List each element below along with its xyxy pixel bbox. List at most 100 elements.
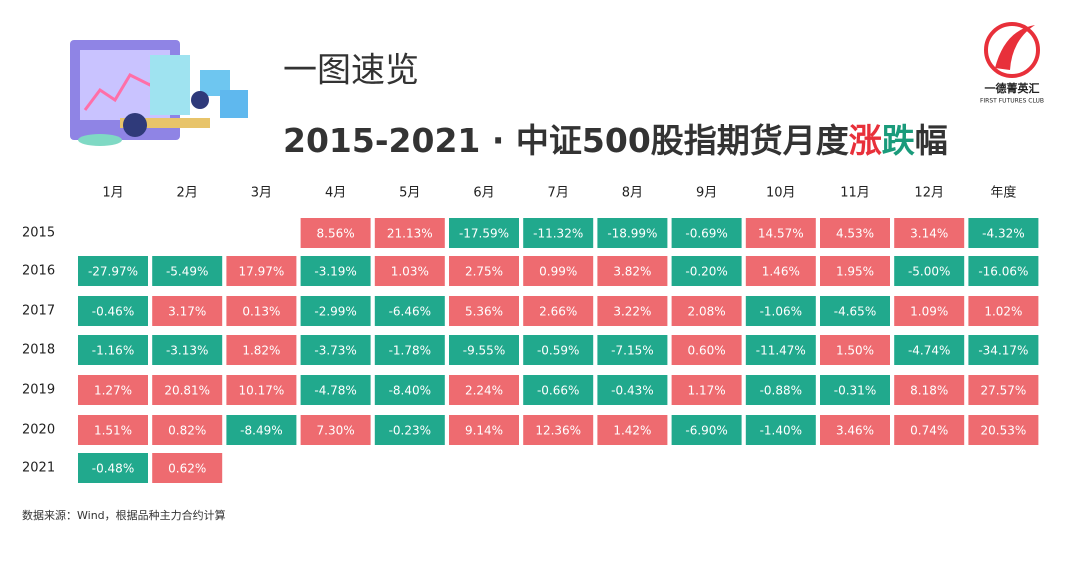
cell-value: -0.59%	[537, 344, 579, 358]
cell-value: 2.24%	[465, 384, 503, 398]
cell	[226, 415, 297, 445]
cell-value: -27.97%	[88, 265, 138, 279]
cell	[671, 218, 742, 248]
cell-value: 1.50%	[836, 344, 874, 358]
cell	[152, 256, 223, 286]
cell	[968, 375, 1039, 405]
cell-value: 17.97%	[239, 265, 285, 279]
cell-value: -6.90%	[685, 424, 727, 438]
cell	[300, 296, 371, 326]
cell-value: 2.66%	[539, 305, 577, 319]
cell-value: 1.51%	[94, 424, 132, 438]
cell	[671, 335, 742, 365]
cell	[374, 375, 445, 405]
cell-value: -1.78%	[389, 344, 431, 358]
cell-value: 1.82%	[242, 344, 280, 358]
cell	[226, 256, 297, 286]
column-header: 年度	[990, 185, 1016, 201]
cell	[968, 296, 1039, 326]
cell	[449, 415, 519, 445]
column-header: 6月	[473, 186, 494, 201]
cell	[745, 415, 816, 445]
cell	[374, 296, 445, 326]
cell-value: 20.53%	[981, 424, 1027, 438]
cell	[449, 296, 519, 326]
cell	[449, 335, 519, 365]
illustration	[70, 40, 248, 146]
cell	[894, 335, 965, 365]
cell-value: 2.75%	[465, 265, 503, 279]
cell-value: -2.99%	[314, 305, 356, 319]
column-header: 2月	[177, 186, 198, 201]
cell	[78, 375, 148, 405]
cell	[152, 296, 223, 326]
cell-value: 1.02%	[984, 305, 1022, 319]
cell-value: 2.08%	[688, 305, 726, 319]
cell	[745, 256, 816, 286]
row-label: 2016	[22, 264, 55, 279]
cell	[300, 218, 371, 248]
cell	[671, 375, 742, 405]
cell	[820, 375, 890, 405]
cell	[820, 335, 890, 365]
cell	[523, 256, 594, 286]
subtitle-part: 幅	[915, 121, 948, 160]
row-label: 2017	[22, 304, 55, 319]
cell	[523, 415, 594, 445]
cell-value: 9.14%	[465, 424, 503, 438]
cell	[226, 375, 297, 405]
cell-value: -11.47%	[756, 344, 806, 358]
cell	[745, 296, 816, 326]
cell-value: -6.46%	[389, 305, 431, 319]
cell-value: 1.03%	[391, 265, 429, 279]
cell	[968, 335, 1039, 365]
cell	[374, 218, 445, 248]
cell	[597, 296, 668, 326]
cell	[300, 335, 371, 365]
subtitle-part: 2015-2021 · 中证500股指期货月度	[283, 121, 849, 160]
column-header: 11月	[840, 186, 870, 201]
cell	[523, 218, 594, 248]
cell	[671, 256, 742, 286]
cell-value: -0.66%	[537, 384, 579, 398]
cell	[820, 415, 890, 445]
cell	[968, 218, 1039, 248]
row-label: 2019	[22, 383, 55, 398]
cell	[820, 296, 890, 326]
column-header: 9月	[696, 186, 717, 201]
cell-value: -34.17%	[978, 344, 1028, 358]
cell	[968, 256, 1039, 286]
cell-value: -1.16%	[92, 344, 134, 358]
cell-value: -0.46%	[92, 305, 134, 319]
cell	[226, 296, 297, 326]
cell	[597, 415, 668, 445]
logo: 一德菁英汇 FIRST FUTURES CLUB	[980, 22, 1044, 105]
cell	[300, 256, 371, 286]
cell-value: -0.69%	[685, 227, 727, 241]
row-label: 2018	[22, 343, 55, 358]
cell-value: 1.09%	[910, 305, 948, 319]
cell-value: -16.06%	[978, 265, 1028, 279]
cell-value: 1.46%	[762, 265, 800, 279]
cell-value: 20.81%	[164, 384, 210, 398]
cell	[894, 375, 965, 405]
cell	[745, 218, 816, 248]
cell	[449, 375, 519, 405]
cell-value: -3.13%	[166, 344, 208, 358]
cell-value: -0.20%	[685, 265, 727, 279]
cell	[671, 415, 742, 445]
cell-value: -7.15%	[611, 344, 653, 358]
cell	[968, 415, 1039, 445]
cell-value: -0.31%	[834, 384, 876, 398]
cell-value: -0.23%	[389, 424, 431, 438]
cell-value: 1.17%	[688, 384, 726, 398]
logo-name: 一德菁英汇	[985, 81, 1040, 95]
cell-value: 0.62%	[168, 462, 206, 476]
column-header: 4月	[325, 186, 346, 201]
cell-value: 21.13%	[387, 227, 433, 241]
cell-value: -4.74%	[908, 344, 950, 358]
cell	[523, 335, 594, 365]
column-header: 3月	[251, 186, 272, 201]
cell-value: -9.55%	[463, 344, 505, 358]
cell-value: -0.43%	[611, 384, 653, 398]
